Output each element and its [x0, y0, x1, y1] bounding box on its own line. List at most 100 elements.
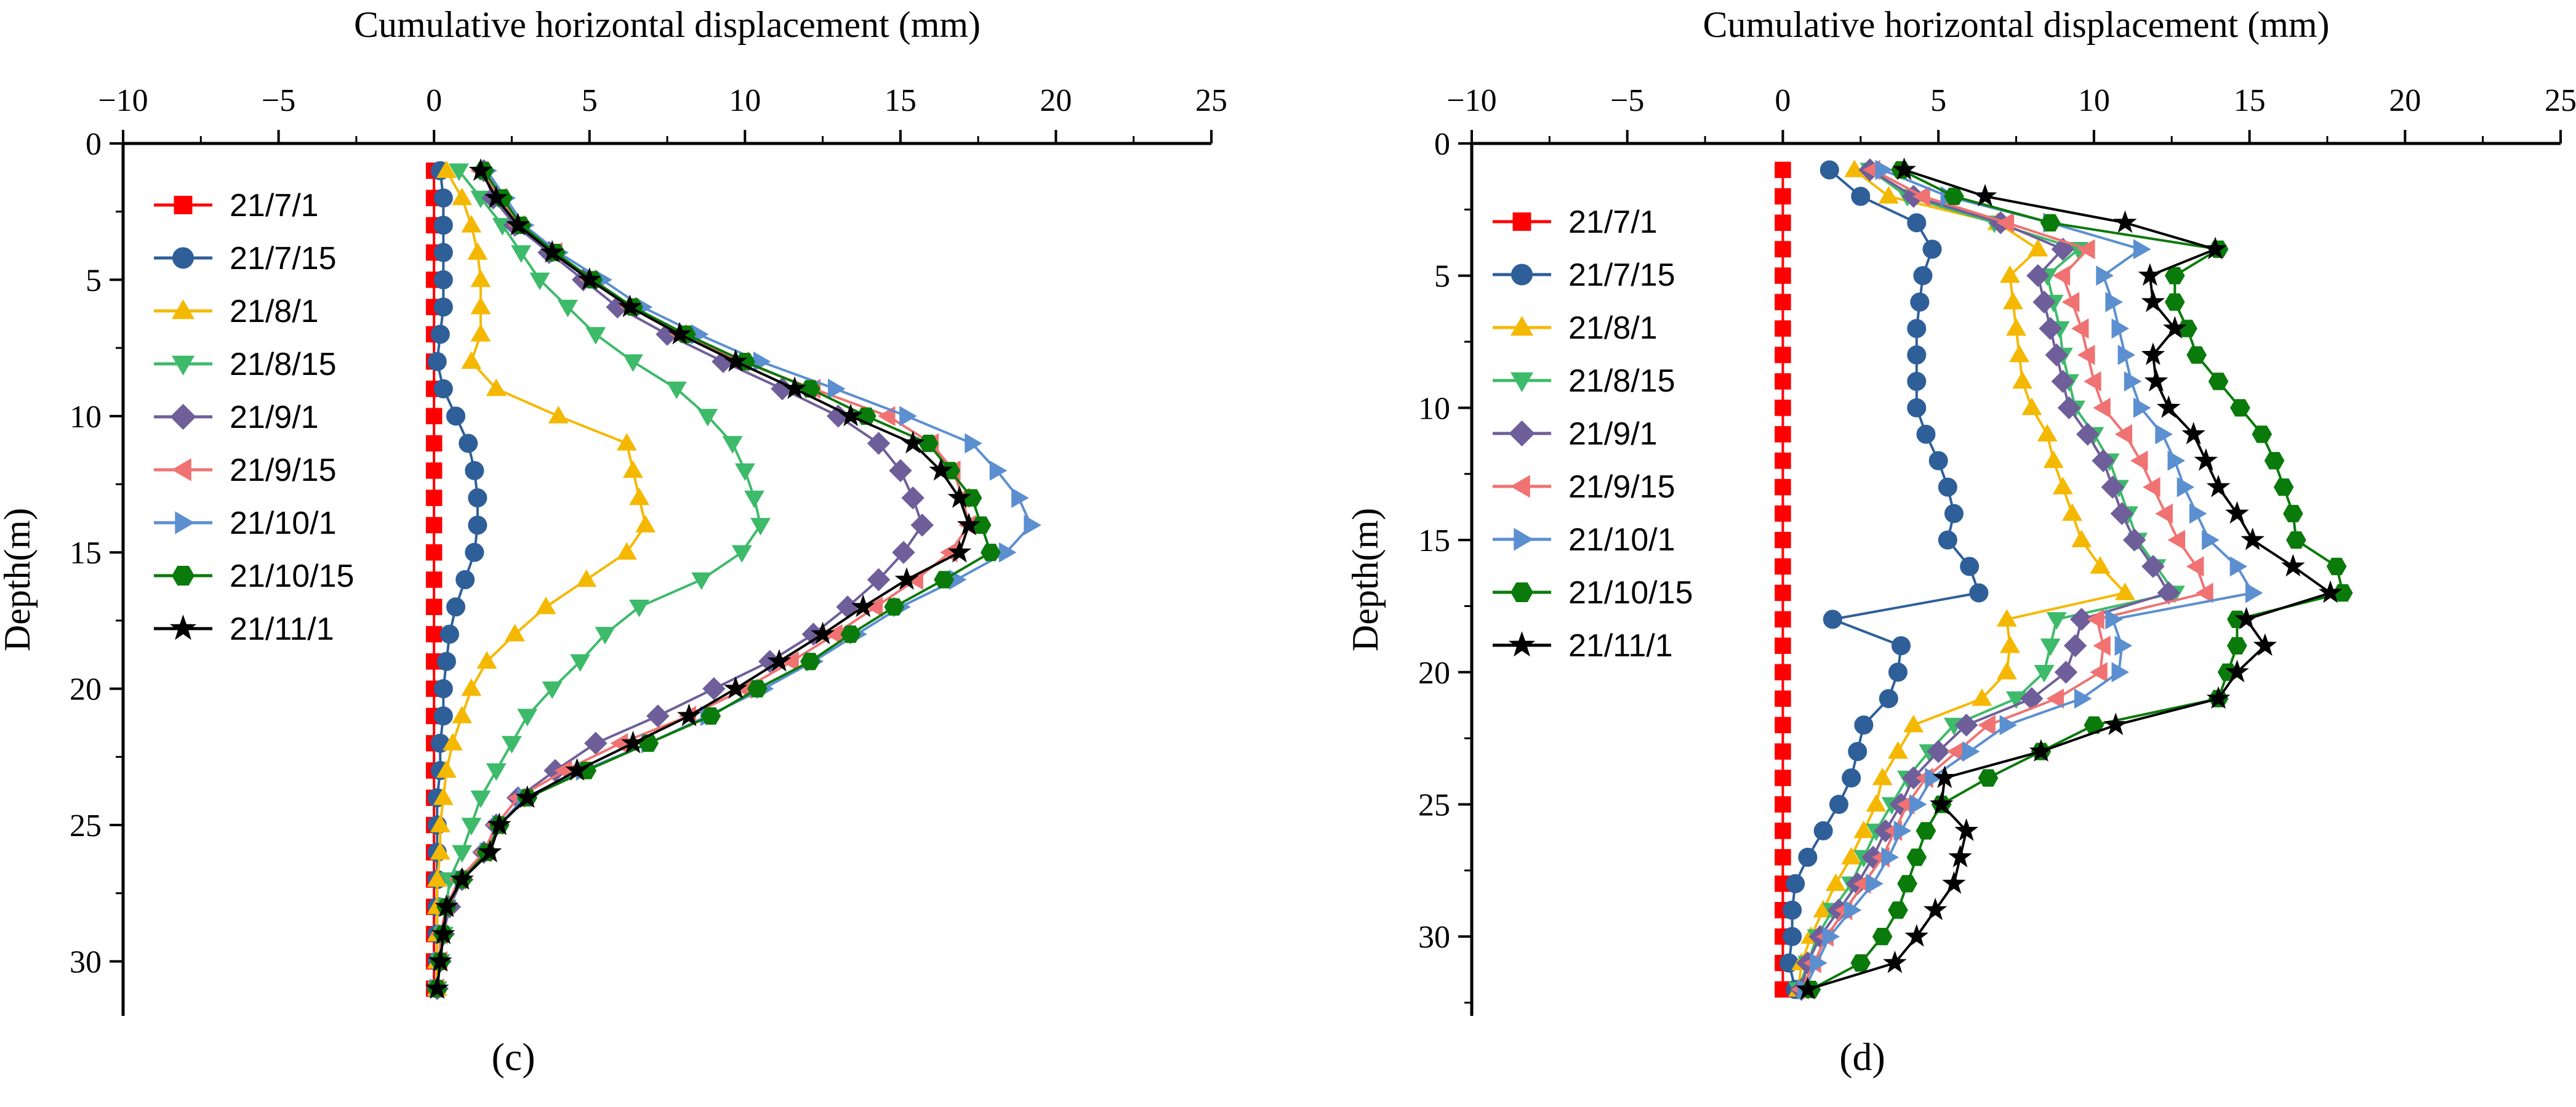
- data-point: [1829, 794, 1848, 814]
- data-point: [1929, 792, 1954, 815]
- legend-label: 21/10/15: [1568, 575, 1693, 611]
- data-point: [731, 545, 752, 563]
- series-21-8-15: [427, 163, 771, 999]
- data-point: [461, 678, 482, 696]
- data-point: [1942, 871, 1966, 894]
- x-tick-label: 5: [582, 83, 598, 118]
- data-point: [1996, 609, 2017, 627]
- data-point: [965, 433, 982, 454]
- data-point: [2206, 686, 2231, 709]
- data-point: [901, 486, 925, 510]
- data-point: [1775, 664, 1791, 681]
- data-point: [1783, 927, 1802, 946]
- data-point: [468, 515, 488, 535]
- legend-item: 21/7/1: [154, 188, 319, 223]
- data-point: [1775, 400, 1791, 416]
- y-tick-label: 0: [1434, 127, 1450, 162]
- data-point: [1810, 952, 1828, 973]
- data-point: [1775, 743, 1791, 760]
- data-point: [505, 624, 525, 642]
- data-point: [2122, 528, 2146, 552]
- data-point: [468, 158, 493, 181]
- data-point: [577, 267, 601, 290]
- data-point: [425, 544, 443, 561]
- data-point: [2029, 739, 2053, 762]
- data-point: [2052, 477, 2073, 494]
- data-point: [425, 626, 443, 643]
- data-point: [1783, 900, 1802, 920]
- legend-marker: [1511, 582, 1533, 602]
- x-tick-label: −10: [98, 83, 148, 118]
- data-point: [2230, 399, 2250, 417]
- legend-item: 21/9/1: [1493, 416, 1658, 452]
- legend-label: 21/7/1: [230, 188, 319, 223]
- data-point: [433, 215, 453, 235]
- data-point: [2093, 397, 2111, 418]
- data-point: [501, 736, 522, 754]
- data-point: [436, 651, 456, 671]
- data-point: [1913, 266, 1933, 286]
- data-point: [1879, 689, 1898, 709]
- data-point: [989, 460, 1008, 481]
- data-point: [767, 649, 792, 672]
- series-21-8-15: [1788, 163, 2185, 1000]
- data-point: [747, 680, 768, 698]
- data-point: [2045, 343, 2068, 367]
- data-point: [433, 379, 453, 399]
- legend-label: 21/8/1: [230, 294, 319, 329]
- data-point: [1978, 715, 1996, 736]
- data-point: [2186, 556, 2204, 577]
- data-point: [1927, 739, 1950, 763]
- data-point: [1775, 373, 1791, 390]
- data-point: [867, 568, 891, 592]
- legend-marker: [171, 355, 195, 376]
- data-point: [433, 270, 453, 289]
- legend-item: 21/11/1: [1493, 628, 1673, 664]
- data-point: [1907, 398, 1927, 417]
- data-point: [2155, 503, 2173, 524]
- legend-marker: [172, 247, 194, 269]
- data-point: [1999, 265, 2020, 283]
- data-point: [470, 324, 491, 342]
- data-point: [2229, 556, 2248, 577]
- data-point: [1820, 160, 1839, 180]
- data-point: [2096, 265, 2114, 286]
- data-point: [635, 515, 656, 533]
- data-point: [1775, 558, 1791, 575]
- data-point: [2196, 582, 2213, 603]
- data-point: [2227, 637, 2247, 654]
- x-tick-label: 10: [729, 83, 761, 118]
- x-tick-label: 10: [2078, 83, 2110, 118]
- data-point: [2040, 638, 2061, 656]
- data-point: [1841, 847, 1862, 865]
- legend-label: 21/10/15: [230, 558, 354, 594]
- data-point: [565, 758, 589, 781]
- data-point: [2069, 608, 2093, 631]
- data-point: [838, 403, 863, 427]
- data-point: [1969, 583, 1989, 603]
- legend-marker: [171, 299, 195, 320]
- legend-marker: [1508, 631, 1536, 657]
- data-point: [2111, 662, 2129, 683]
- data-point: [465, 542, 484, 562]
- legend-label: 21/8/15: [1568, 363, 1675, 399]
- data-point: [576, 569, 597, 587]
- data-point: [1948, 845, 1972, 867]
- legend-item: 21/7/15: [154, 241, 337, 276]
- data-point: [1775, 637, 1791, 654]
- x-tick-label: −5: [262, 83, 295, 118]
- x-tick-label: 15: [2234, 83, 2266, 118]
- data-point: [691, 572, 712, 590]
- data-point: [484, 185, 508, 208]
- y-tick-label: 10: [1418, 391, 1450, 426]
- data-point: [2189, 503, 2207, 524]
- data-point: [2087, 609, 2105, 630]
- data-point: [486, 378, 507, 397]
- data-point: [2084, 716, 2105, 734]
- x-tick-label: 25: [2545, 83, 2576, 118]
- data-point: [722, 436, 743, 454]
- legend-marker: [1510, 372, 1534, 392]
- data-point: [2071, 318, 2089, 339]
- data-point: [782, 376, 807, 399]
- x-axis-title: Cumulative horizontal displacement (mm): [1703, 4, 2329, 45]
